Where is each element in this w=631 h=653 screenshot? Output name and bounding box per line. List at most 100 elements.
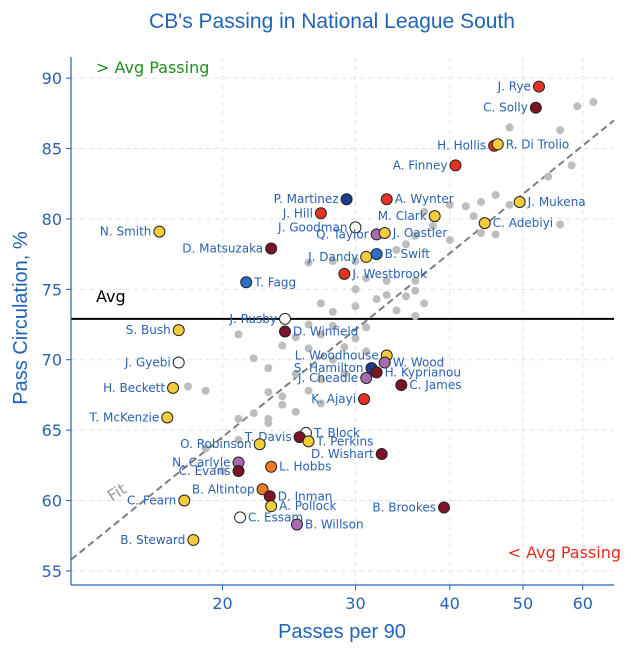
player-point (358, 393, 371, 406)
background-point (392, 306, 401, 315)
player-point (314, 207, 327, 220)
player-point (370, 366, 383, 379)
x-tick-label: 30 (345, 594, 365, 613)
player-point (240, 276, 253, 289)
background-point (362, 323, 371, 332)
player-label: J. Rye (497, 80, 531, 94)
player-point (161, 411, 174, 424)
player-label: M. Clark (378, 209, 427, 223)
background-point (491, 190, 500, 199)
background-point (291, 407, 300, 416)
player-point (449, 159, 462, 172)
background-point (340, 343, 349, 352)
player-label: A. Pollock (279, 499, 336, 513)
background-point (304, 386, 313, 395)
player-point (172, 324, 185, 337)
background-point (420, 207, 429, 216)
player-label: D. Winfield (293, 325, 358, 339)
y-axis-label: Pass Circulation, % (10, 231, 32, 405)
player-point (232, 464, 245, 477)
player-point (478, 217, 491, 230)
player-point (178, 494, 191, 507)
player-point (375, 448, 388, 461)
player-label: B. Altintop (192, 482, 255, 496)
x-tick-label: 20 (212, 594, 232, 613)
y-tick-label: 55 (42, 562, 62, 581)
background-point (372, 295, 381, 304)
player-label: C. Fearn (127, 494, 176, 508)
player-point (167, 381, 180, 394)
player-label: H. Beckett (103, 381, 165, 395)
x-tick-label: 60 (573, 594, 593, 613)
background-point (328, 355, 337, 364)
background-point (573, 102, 582, 111)
chart-title: CB's Passing in National League South (149, 10, 515, 33)
x-tick-label: 50 (513, 594, 533, 613)
background-point (304, 320, 313, 329)
background-point (505, 123, 514, 132)
player-label: L. Woodhouse (295, 348, 379, 362)
player-label: B. Willson (305, 517, 364, 531)
grid (71, 57, 614, 585)
above-average-label: > Avg Passing (96, 58, 209, 77)
player-point (265, 242, 278, 255)
player-label: T. McKenzie (89, 410, 160, 424)
player-point (513, 196, 526, 209)
background-point (264, 388, 273, 397)
player-point (340, 193, 353, 206)
player-point (172, 356, 185, 369)
player-point (290, 518, 303, 531)
player-point (187, 533, 200, 546)
y-tick-label: 80 (42, 210, 62, 229)
background-point (249, 354, 258, 363)
background-point (411, 312, 420, 321)
background-point (505, 200, 514, 209)
player-label: L. Hobbs (279, 460, 331, 474)
background-point (234, 435, 243, 444)
player-label: D. Matsuzaka (182, 241, 263, 255)
player-label: H. Kyprianou (385, 365, 461, 379)
player-label: Q. Taylor (316, 227, 369, 241)
background-point (340, 369, 349, 378)
background-point (291, 369, 300, 378)
player-label: S. Bush (126, 323, 171, 337)
background-point (278, 341, 287, 350)
y-tick-label: 85 (42, 140, 62, 159)
player-point (338, 267, 351, 280)
background-point (278, 392, 287, 401)
background-point (304, 258, 313, 267)
player-point (438, 501, 451, 514)
background-point (392, 245, 401, 254)
background-point (362, 347, 371, 356)
background-point (477, 198, 486, 207)
player-point (360, 250, 373, 263)
background-points-layer (183, 98, 598, 475)
background-point (461, 202, 470, 211)
background-point (234, 414, 243, 423)
background-point (201, 386, 210, 395)
background-point (477, 229, 486, 237)
background-point (402, 240, 411, 249)
player-label: W. Wood (393, 356, 445, 370)
player-label: C. Adebiyi (493, 216, 553, 230)
player-point (360, 372, 373, 385)
player-label: D. Inman (278, 489, 333, 503)
player-label: B. Steward (120, 533, 185, 547)
background-point (556, 126, 565, 135)
player-label: B. Swift (385, 247, 431, 261)
player-point (253, 438, 266, 451)
player-label: N. Smith (100, 225, 152, 239)
background-point (351, 285, 360, 294)
player-point (234, 511, 247, 524)
y-tick-label: 75 (42, 280, 62, 299)
player-label: J. Gyebi (124, 356, 171, 370)
player-label: C. Essam (248, 510, 303, 524)
player-label: B. Brookes (372, 501, 436, 515)
background-point (411, 286, 420, 295)
background-point (304, 344, 313, 353)
background-point (328, 307, 337, 316)
player-label: J. Goodman (277, 220, 347, 234)
background-point (264, 364, 273, 373)
background-point (316, 299, 325, 308)
